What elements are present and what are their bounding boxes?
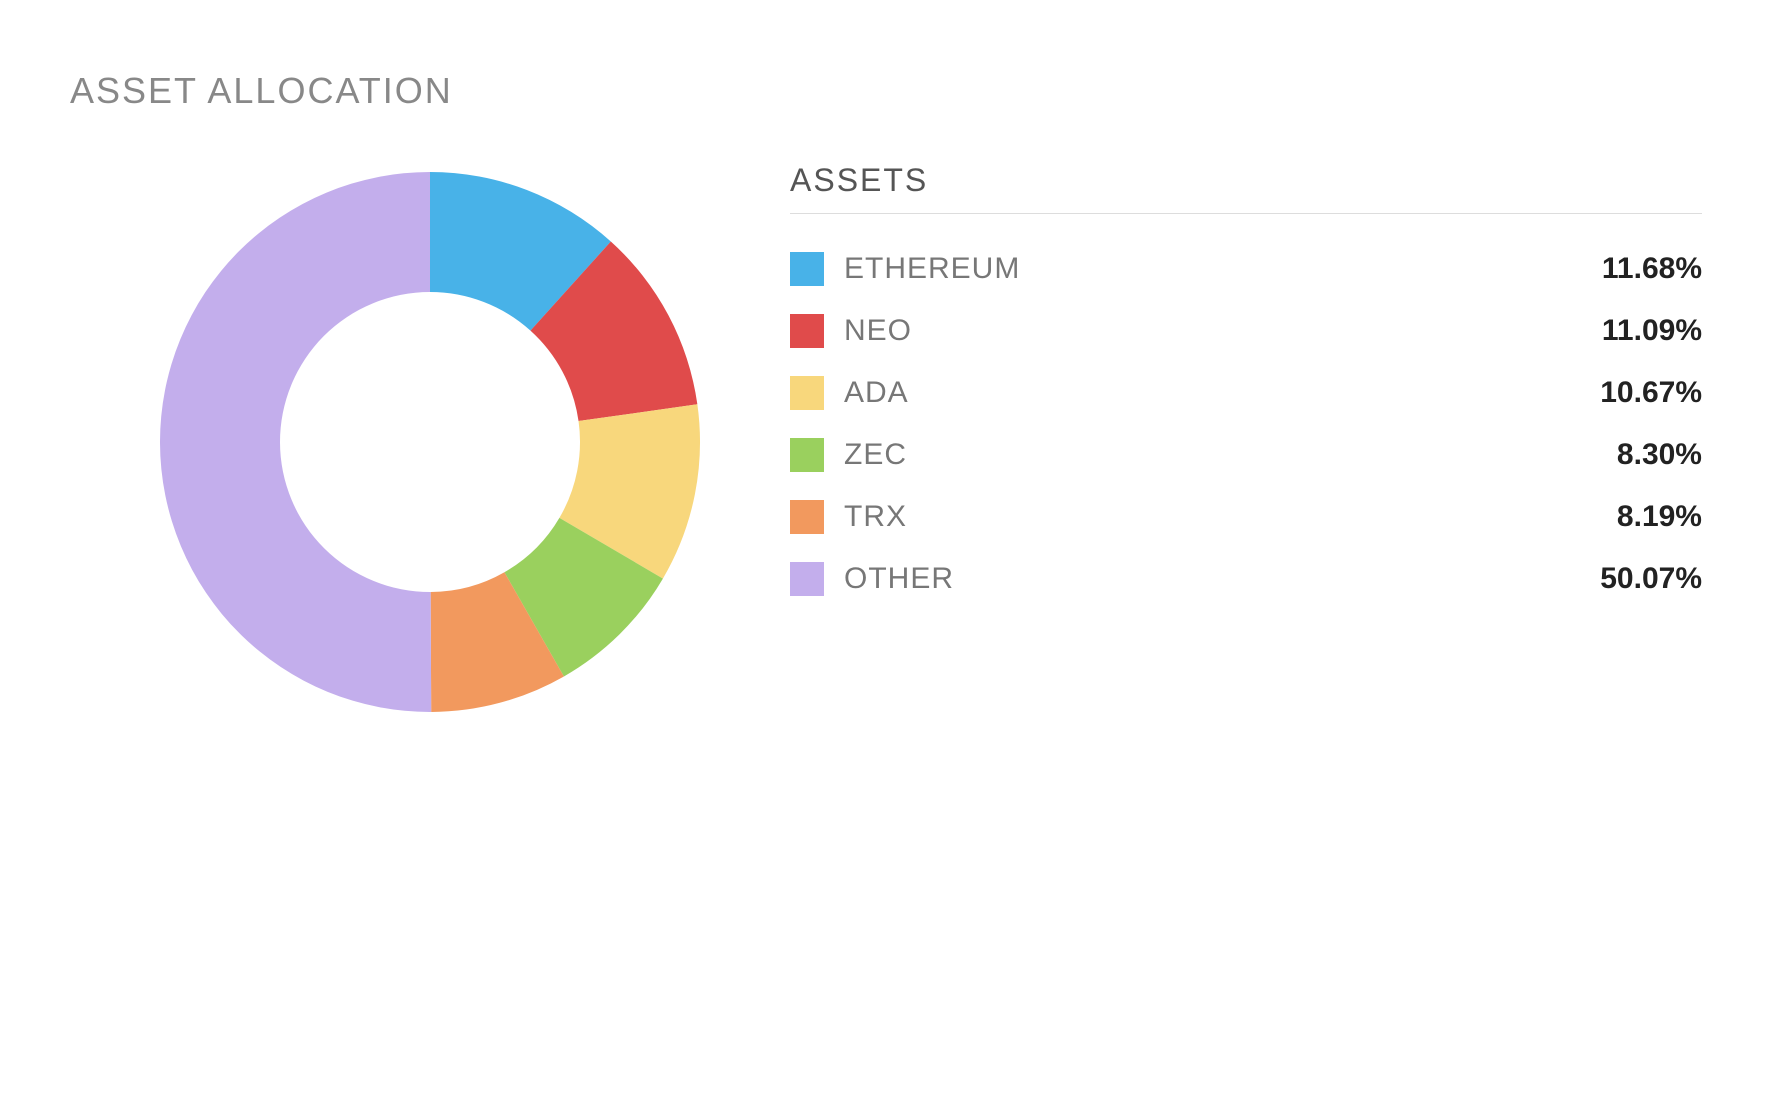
panel-title: ASSET ALLOCATION xyxy=(70,70,1732,112)
legend-value: 10.67% xyxy=(1600,376,1702,410)
legend-value: 50.07% xyxy=(1600,562,1702,596)
legend-label: ADA xyxy=(844,376,1600,410)
legend-label: OTHER xyxy=(844,562,1600,596)
legend-row-zec: ZEC8.30% xyxy=(790,424,1702,486)
legend-label: ETHEREUM xyxy=(844,252,1602,286)
donut-chart-container xyxy=(70,162,790,722)
legend-swatch xyxy=(790,314,824,348)
legend-title: ASSETS xyxy=(790,162,1702,214)
legend-row-neo: NEO11.09% xyxy=(790,300,1702,362)
legend-row-trx: TRX8.19% xyxy=(790,486,1702,548)
legend-row-ethereum: ETHEREUM11.68% xyxy=(790,238,1702,300)
legend-label: ZEC xyxy=(844,438,1617,472)
legend-value: 11.68% xyxy=(1602,252,1702,286)
legend-row-other: OTHER50.07% xyxy=(790,548,1702,610)
asset-allocation-panel: ASSET ALLOCATION ASSETS ETHEREUM11.68%NE… xyxy=(0,0,1792,1100)
content-row: ASSETS ETHEREUM11.68%NEO11.09%ADA10.67%Z… xyxy=(70,162,1732,722)
donut-chart xyxy=(150,162,710,722)
legend: ASSETS ETHEREUM11.68%NEO11.09%ADA10.67%Z… xyxy=(790,162,1732,610)
legend-label: TRX xyxy=(844,500,1617,534)
legend-swatch xyxy=(790,500,824,534)
legend-row-ada: ADA10.67% xyxy=(790,362,1702,424)
legend-swatch xyxy=(790,252,824,286)
legend-swatch xyxy=(790,438,824,472)
legend-value: 11.09% xyxy=(1602,314,1702,348)
legend-swatch xyxy=(790,376,824,410)
legend-rows: ETHEREUM11.68%NEO11.09%ADA10.67%ZEC8.30%… xyxy=(790,238,1702,610)
legend-label: NEO xyxy=(844,314,1602,348)
legend-value: 8.19% xyxy=(1617,500,1702,534)
donut-slice-other xyxy=(160,172,431,712)
legend-value: 8.30% xyxy=(1617,438,1702,472)
legend-swatch xyxy=(790,562,824,596)
